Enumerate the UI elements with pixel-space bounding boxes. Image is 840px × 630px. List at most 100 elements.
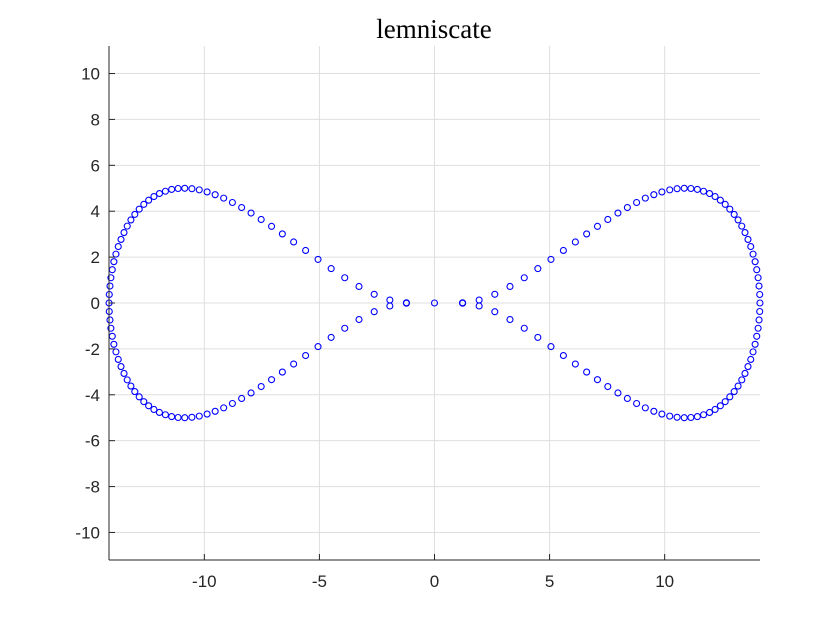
- data-point: [475, 302, 483, 310]
- data-point: [161, 411, 169, 419]
- data-point: [168, 413, 176, 421]
- data-point: [314, 255, 322, 263]
- y-tick-label: -8: [85, 478, 100, 497]
- data-point: [195, 412, 203, 420]
- data-point: [491, 290, 499, 298]
- data-point: [738, 222, 746, 230]
- data-point: [238, 394, 246, 403]
- data-point: [257, 382, 265, 391]
- y-tick-label: -4: [85, 386, 100, 405]
- data-point: [726, 393, 734, 401]
- data-point: [238, 203, 246, 212]
- data-point: [623, 394, 631, 403]
- data-point: [716, 196, 724, 204]
- data-point: [633, 399, 641, 408]
- data-point: [506, 282, 514, 291]
- data-point: [327, 265, 335, 273]
- data-point: [355, 315, 363, 324]
- data-point: [112, 348, 120, 356]
- data-point: [583, 230, 591, 238]
- data-point: [633, 198, 641, 207]
- data-point: [168, 185, 176, 193]
- data-point: [547, 343, 555, 351]
- data-point: [756, 290, 764, 299]
- data-point: [278, 230, 286, 238]
- data-point: [120, 229, 128, 237]
- data-point: [203, 188, 211, 196]
- data-point: [302, 246, 310, 255]
- data-point: [107, 324, 115, 332]
- data-point: [112, 250, 120, 258]
- y-tick-label: -6: [85, 432, 100, 451]
- data-point: [188, 413, 196, 421]
- data-point: [174, 184, 182, 193]
- data-point: [534, 333, 542, 341]
- data-point: [135, 393, 143, 401]
- data-point: [687, 413, 695, 422]
- data-point: [290, 238, 298, 246]
- data-point: [228, 399, 236, 408]
- data-point: [734, 382, 742, 390]
- data-point: [641, 194, 649, 202]
- data-point: [370, 290, 378, 298]
- x-tick-label: -10: [192, 572, 217, 591]
- data-point: [174, 413, 182, 422]
- data-point: [751, 258, 759, 266]
- data-point: [327, 333, 335, 341]
- data-point: [131, 210, 139, 218]
- data-point: [188, 185, 196, 193]
- data-point: [228, 198, 236, 207]
- data-point: [680, 184, 688, 192]
- data-point: [747, 355, 755, 363]
- data-point: [127, 382, 135, 390]
- data-point: [430, 299, 439, 307]
- x-axis-ticks: -10 -5 0 5 10: [192, 554, 674, 591]
- data-point: [110, 258, 118, 266]
- data-point: [738, 376, 746, 384]
- data-point: [623, 203, 631, 212]
- y-tick-label: 8: [91, 110, 100, 129]
- data-point: [641, 404, 649, 412]
- data-point: [127, 216, 135, 224]
- data-point: [203, 410, 211, 418]
- data-point: [711, 192, 719, 201]
- data-point: [123, 376, 131, 384]
- data-point: [604, 382, 612, 391]
- data-point: [314, 343, 322, 351]
- data-point: [267, 222, 276, 230]
- data-point: [741, 369, 749, 377]
- data-point: [220, 194, 228, 202]
- data-point: [459, 299, 467, 307]
- data-point: [181, 184, 189, 192]
- data-point: [744, 363, 752, 371]
- data-point: [756, 299, 764, 307]
- data-point: [131, 388, 139, 396]
- data-point: [247, 389, 255, 397]
- data-point: [700, 411, 708, 419]
- data-point: [247, 209, 255, 217]
- data-point: [278, 368, 286, 376]
- data-point: [650, 407, 658, 415]
- data-point: [666, 186, 674, 194]
- data-point: [386, 296, 394, 304]
- y-tick-label: 10: [81, 65, 100, 84]
- data-point: [402, 299, 410, 307]
- data-point: [110, 340, 118, 348]
- data-point: [150, 405, 158, 414]
- data-point: [571, 360, 579, 368]
- data-point: [257, 215, 265, 224]
- data-point: [355, 282, 363, 291]
- data-point: [734, 216, 742, 224]
- data-point: [140, 398, 148, 406]
- grid: [109, 46, 760, 560]
- data-point: [506, 315, 514, 324]
- data-point: [730, 388, 738, 396]
- data-point: [721, 200, 729, 208]
- x-tick-label: 10: [655, 572, 674, 591]
- data-point: [658, 410, 666, 418]
- data-point: [302, 351, 310, 360]
- data-point: [370, 308, 378, 316]
- data-point: [658, 188, 666, 196]
- data-point: [547, 255, 555, 263]
- data-point: [211, 191, 219, 199]
